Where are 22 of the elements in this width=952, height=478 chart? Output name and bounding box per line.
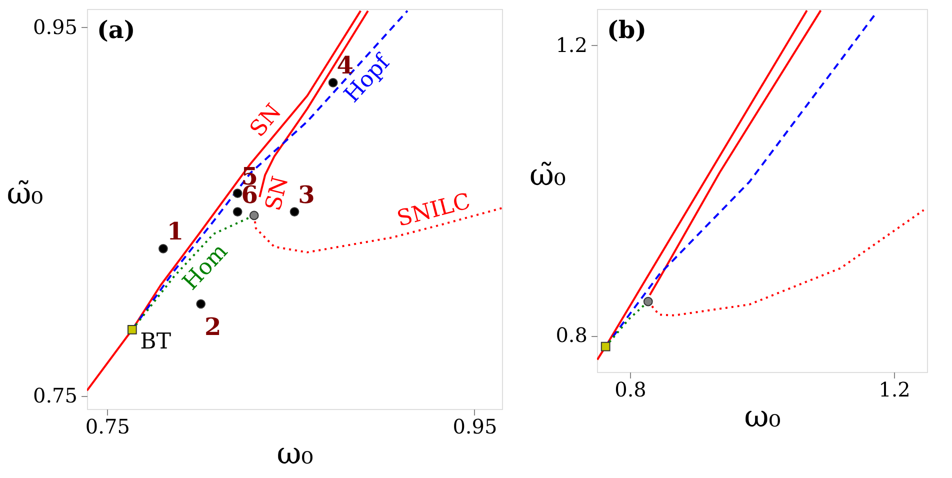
point: [127, 325, 137, 334]
annotation: 1: [166, 216, 184, 246]
annotation: (a): [97, 15, 136, 44]
point: [328, 78, 338, 88]
annotation: 3: [298, 180, 315, 209]
annotation: SN: [261, 174, 294, 214]
point: [196, 299, 206, 309]
point: [232, 207, 242, 216]
y-axis-title: ω̃₀: [529, 158, 566, 193]
series-label: BT: [140, 330, 172, 355]
annotation: SNILC: [394, 189, 474, 232]
annotation: SN: [245, 100, 287, 142]
point: [290, 207, 300, 216]
x-axis-title: ω₀: [276, 436, 314, 472]
y-axis-title: ω̃₀: [6, 176, 44, 212]
annotation: 2: [204, 312, 222, 341]
point: [249, 210, 259, 220]
x-axis-title: ω₀: [744, 400, 781, 434]
annotation: (b): [607, 15, 646, 44]
point: [232, 188, 242, 198]
line-series: [648, 9, 822, 296]
point: [158, 244, 168, 254]
